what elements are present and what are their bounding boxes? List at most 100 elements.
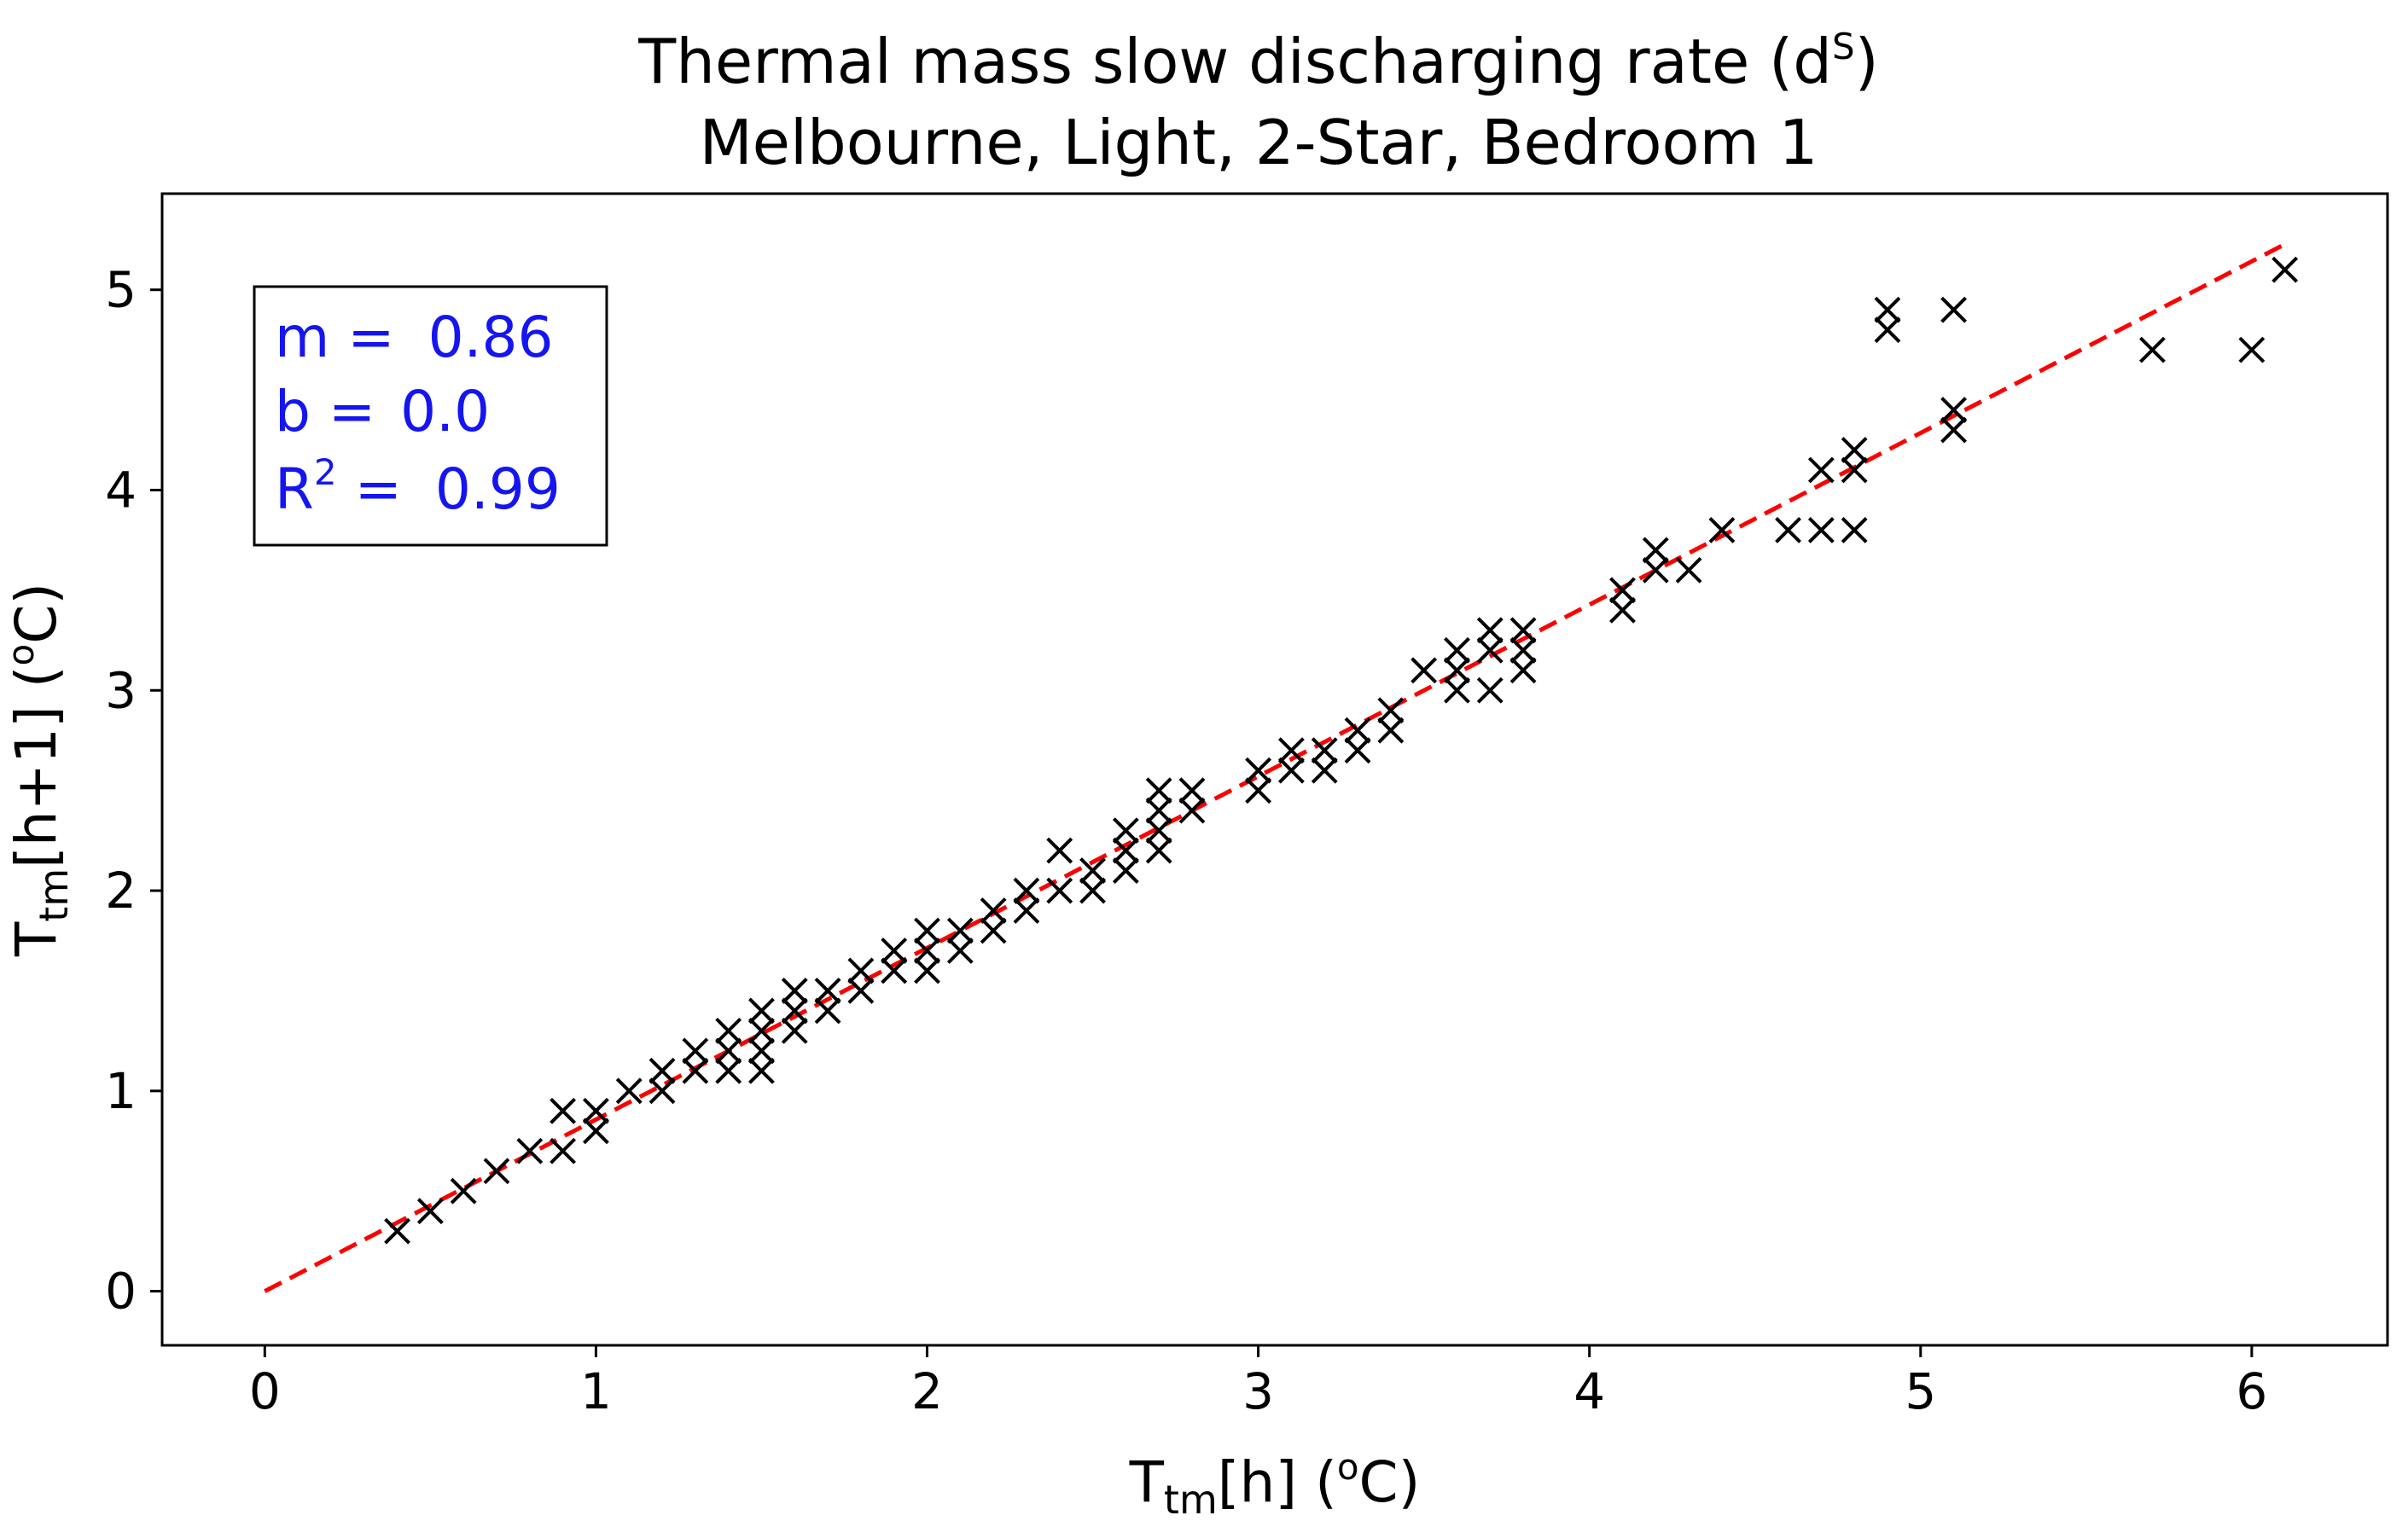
data-point	[715, 1017, 742, 1044]
data-point	[980, 917, 1007, 944]
data-point	[1178, 797, 1206, 824]
data-point	[781, 1017, 808, 1044]
x-tick-label: 5	[1905, 1362, 1936, 1420]
y-axis: 0 1 2 3 4 5	[105, 261, 162, 1321]
data-point	[1444, 636, 1470, 664]
data-points	[384, 256, 2299, 1245]
data-point	[1178, 777, 1206, 804]
data-point	[715, 1057, 742, 1084]
data-point	[649, 1057, 676, 1084]
data-point	[1245, 777, 1272, 804]
data-point	[781, 997, 808, 1025]
data-point	[1708, 517, 1736, 543]
data-point	[550, 1097, 577, 1124]
data-point	[416, 1198, 444, 1225]
data-point	[1145, 817, 1172, 845]
data-point	[1145, 837, 1172, 864]
data-point	[781, 978, 808, 1004]
data-point	[1841, 456, 1868, 484]
data-point	[1245, 757, 1272, 784]
data-point	[1444, 676, 1470, 704]
data-point	[1675, 556, 1702, 584]
data-point	[881, 938, 908, 964]
stats-r-squared: R2 = 0.99	[275, 451, 561, 522]
data-point	[748, 1037, 775, 1065]
data-point	[1013, 877, 1040, 904]
data-point	[1874, 296, 1901, 323]
data-point	[1509, 657, 1537, 684]
data-point	[847, 978, 875, 1004]
data-point	[1410, 657, 1438, 684]
data-point	[516, 1137, 544, 1164]
chart-title-line-2: Melbourne, Light, 2-Star, Bedroom 1	[700, 107, 1818, 178]
data-point	[748, 1017, 775, 1044]
data-point	[1609, 596, 1636, 624]
data-point	[1807, 517, 1835, 543]
plot-area	[160, 192, 2389, 1347]
data-point	[748, 997, 775, 1025]
data-point	[1775, 517, 1801, 543]
data-point	[1046, 877, 1073, 904]
data-point	[881, 957, 908, 984]
stats-box-frame	[253, 285, 608, 547]
data-point	[2271, 256, 2299, 283]
data-point	[847, 957, 875, 984]
data-point	[1377, 697, 1405, 724]
data-point	[814, 978, 841, 1004]
data-point	[1476, 676, 1504, 704]
x-tick-label: 1	[580, 1362, 612, 1420]
y-tick-label: 1	[105, 1062, 137, 1120]
y-tick-label: 5	[105, 261, 137, 319]
data-point	[682, 1037, 709, 1065]
stats-slope: m = 0.86	[275, 305, 554, 370]
data-point	[1940, 416, 1968, 444]
data-point	[1046, 837, 1073, 864]
data-point	[1841, 437, 1868, 463]
data-point	[1145, 797, 1172, 824]
data-point	[1112, 837, 1139, 864]
data-point	[748, 1057, 775, 1084]
data-point	[1609, 577, 1636, 604]
data-point	[615, 1077, 643, 1105]
x-tick-label: 3	[1242, 1362, 1274, 1420]
x-tick-label: 2	[911, 1362, 943, 1420]
y-tick-label: 3	[105, 661, 137, 719]
data-point	[1642, 556, 1669, 584]
data-point	[2238, 336, 2265, 363]
chart-title-line-1: Thermal mass slow discharging rate (dS)	[637, 26, 1878, 97]
data-point	[2139, 336, 2166, 363]
data-point	[946, 938, 974, 964]
data-point	[1013, 897, 1040, 924]
data-point	[1344, 737, 1371, 764]
data-point	[384, 1217, 410, 1245]
data-point	[1509, 636, 1537, 664]
data-point	[582, 1097, 609, 1124]
data-point	[1344, 717, 1371, 744]
data-point	[814, 997, 841, 1025]
data-point	[1311, 757, 1338, 784]
data-point	[582, 1118, 609, 1145]
data-point	[1940, 296, 1968, 323]
data-point	[1807, 456, 1835, 484]
y-tick-label: 4	[105, 461, 137, 519]
data-point	[1112, 817, 1139, 845]
data-point	[1874, 316, 1901, 344]
x-axis: 0 1 2 3 4 5 6	[249, 1345, 2267, 1420]
x-tick-label: 6	[2236, 1362, 2267, 1420]
data-point	[1940, 397, 1968, 423]
x-tick-label: 0	[249, 1362, 281, 1420]
data-point	[1112, 857, 1139, 884]
chart-title-superscript: S	[1832, 26, 1855, 67]
data-point	[914, 957, 940, 984]
data-point	[483, 1158, 510, 1185]
data-point	[1476, 617, 1504, 644]
data-point	[1444, 657, 1470, 684]
data-point	[682, 1057, 709, 1084]
data-point	[550, 1137, 577, 1164]
stats-intercept: b = 0.0	[275, 379, 490, 444]
data-point	[980, 897, 1007, 924]
data-point	[1079, 857, 1106, 884]
data-point	[1841, 517, 1868, 543]
data-point	[1642, 537, 1669, 564]
data-point	[914, 917, 940, 944]
